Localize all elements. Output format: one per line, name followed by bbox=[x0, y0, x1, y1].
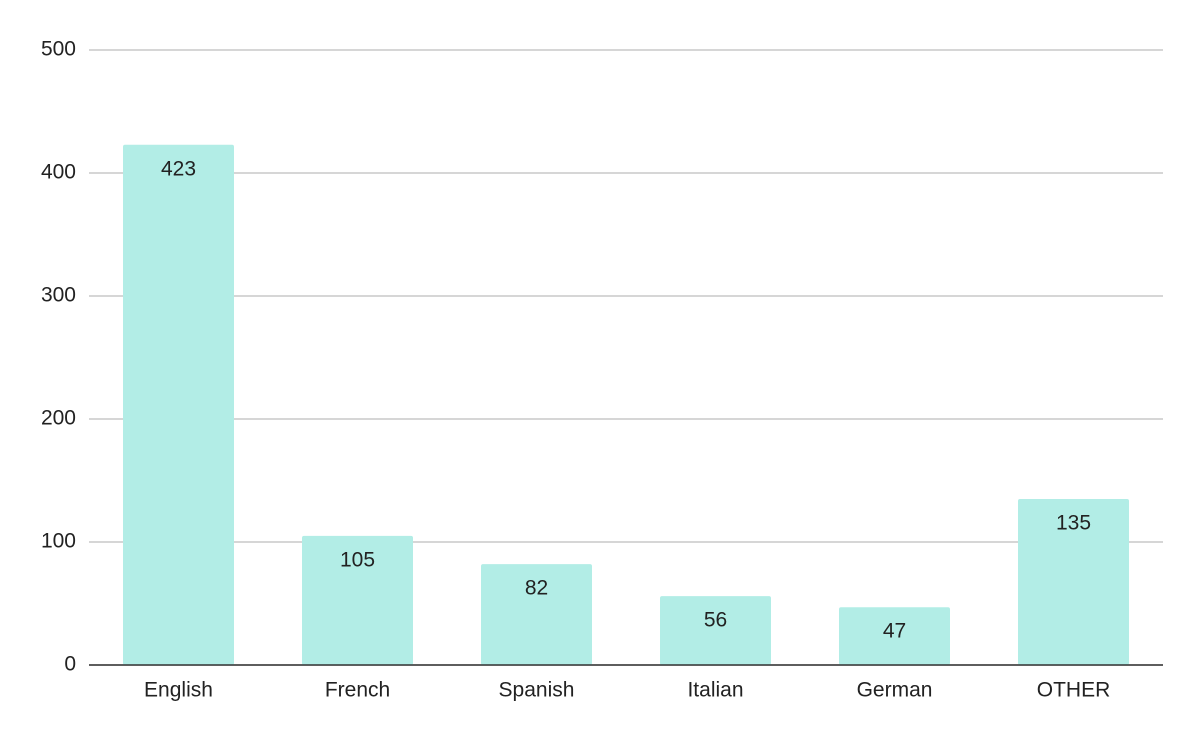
x-tick-label: Spanish bbox=[499, 679, 575, 702]
bar bbox=[481, 564, 592, 665]
x-tick-label: French bbox=[325, 679, 390, 702]
y-tick-label: 0 bbox=[64, 653, 76, 676]
data-label: 47 bbox=[883, 620, 906, 643]
y-tick-label: 100 bbox=[41, 530, 76, 553]
bar bbox=[660, 596, 771, 665]
y-tick-label: 400 bbox=[41, 161, 76, 184]
bar bbox=[302, 535, 413, 665]
data-label: 56 bbox=[704, 609, 727, 632]
x-tick-label: OTHER bbox=[1037, 679, 1111, 702]
bar bbox=[123, 144, 234, 665]
x-tick-label: German bbox=[857, 679, 933, 702]
data-label: 82 bbox=[525, 577, 548, 600]
y-tick-label: 200 bbox=[41, 407, 76, 430]
x-tick-label: Italian bbox=[687, 679, 743, 702]
bar bbox=[839, 607, 950, 665]
data-label: 105 bbox=[340, 548, 375, 571]
data-label: 135 bbox=[1056, 511, 1091, 534]
y-tick-label: 300 bbox=[41, 284, 76, 307]
data-label: 423 bbox=[161, 157, 196, 180]
y-tick-label: 500 bbox=[41, 38, 76, 61]
x-tick-label: English bbox=[144, 679, 213, 702]
bar bbox=[1018, 498, 1129, 665]
